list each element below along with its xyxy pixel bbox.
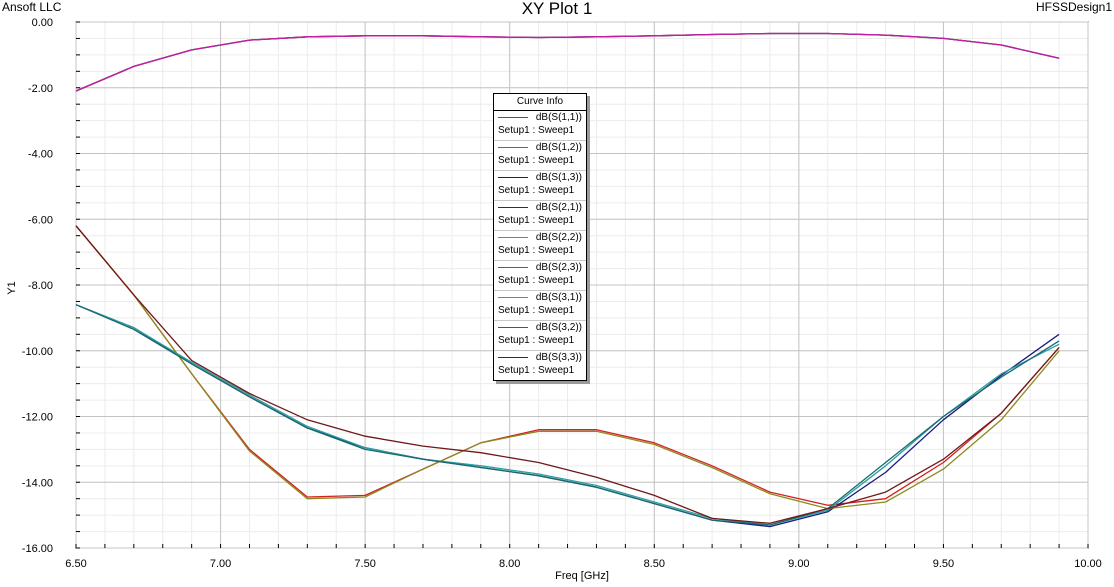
series-line-8: [75, 304, 1060, 526]
series-line-5: [75, 225, 1060, 510]
x-tick-label: 8.00: [499, 558, 520, 570]
design-name: HFSSDesign1: [1035, 0, 1112, 14]
legend-title: Curve Info: [494, 94, 586, 111]
legend-item[interactable]: dB(S(1,1)) Setup1 : Sweep1: [494, 111, 586, 141]
x-axis-label: Freq [GHz]: [555, 570, 609, 582]
legend-item[interactable]: dB(S(3,2)) Setup1 : Sweep1: [494, 321, 586, 351]
legend-swatch: [498, 117, 528, 118]
legend-series-name: dB(S(2,3)): [535, 262, 582, 273]
y-tick-label: -8.00: [28, 280, 53, 292]
x-tick-label: 9.00: [788, 558, 809, 570]
series-line-6: [75, 32, 1060, 92]
legend-series-name: dB(S(1,3)): [535, 172, 582, 183]
series-line-9: [75, 225, 1060, 524]
series-line-7: [75, 304, 1060, 526]
curve-info-legend[interactable]: Curve Info dB(S(1,1)) Setup1 : Sweep1 dB(S…: [493, 93, 587, 381]
y-axis-label: Y1: [6, 281, 18, 294]
legend-series-name: dB(S(3,1)): [535, 292, 582, 303]
legend-item[interactable]: dB(S(2,1)) Setup1 : Sweep1: [494, 201, 586, 231]
x-tick-labels: 6.50 7.00 7.50 8.00 8.50 9.00 9.50 10.00: [65, 558, 1101, 570]
plot-title: XY Plot 1: [521, 0, 593, 18]
x-tick-label: 9.50: [933, 558, 954, 570]
legend-series-setup: Setup1 : Sweep1: [498, 215, 575, 226]
legend-series-name: dB(S(1,2)): [535, 142, 582, 153]
legend-series-setup: Setup1 : Sweep1: [498, 305, 575, 316]
legend-swatch: [498, 297, 528, 298]
series-layer: [75, 32, 1060, 528]
legend-series-setup: Setup1 : Sweep1: [498, 155, 575, 166]
series-line-1: [75, 225, 1060, 506]
legend-series-name: dB(S(3,3)): [535, 352, 582, 363]
y-tick-label: -2.00: [28, 83, 53, 95]
legend-swatch: [498, 177, 528, 178]
legend-item[interactable]: dB(S(2,3)) Setup1 : Sweep1: [494, 261, 586, 291]
legend-series-name: dB(S(3,2)): [535, 322, 582, 333]
y-tick-labels: 0.00 -2.00 -4.00 -6.00 -8.00 -10.00 -12.00 -14.…: [22, 17, 53, 555]
legend-series-name: dB(S(2,1)): [535, 202, 582, 213]
y-tick-label: 0.00: [32, 17, 53, 29]
legend-series-setup: Setup1 : Sweep1: [498, 275, 575, 286]
legend-swatch: [498, 207, 528, 208]
legend-items: dB(S(1,1)) Setup1 : Sweep1 dB(S(1,2)) Setup…: [494, 111, 586, 380]
y-tick-label: -14.00: [22, 477, 53, 489]
x-tick-label: 7.00: [210, 558, 231, 570]
legend-item[interactable]: dB(S(3,1)) Setup1 : Sweep1: [494, 291, 586, 321]
legend-series-setup: Setup1 : Sweep1: [498, 125, 575, 136]
minor-ticks: [75, 21, 1089, 549]
legend-swatch: [498, 267, 528, 268]
x-tick-label: 8.50: [644, 558, 665, 570]
legend-item[interactable]: dB(S(3,3)) Setup1 : Sweep1: [494, 351, 586, 380]
x-tick-label: 6.50: [65, 558, 86, 570]
y-tick-label: -10.00: [22, 346, 53, 358]
x-tick-label: 10.00: [1074, 558, 1102, 570]
y-tick-label: -4.00: [28, 149, 53, 161]
legend-series-setup: Setup1 : Sweep1: [498, 245, 575, 256]
legend-swatch: [498, 237, 528, 238]
legend-item[interactable]: dB(S(2,2)) Setup1 : Sweep1: [494, 231, 586, 261]
legend-series-setup: Setup1 : Sweep1: [498, 185, 575, 196]
legend-swatch: [498, 357, 528, 358]
legend-series-setup: Setup1 : Sweep1: [498, 335, 575, 346]
legend-swatch: [498, 147, 528, 148]
y-tick-label: -6.00: [28, 214, 53, 226]
x-tick-label: 7.50: [354, 558, 375, 570]
y-tick-label: -16.00: [22, 543, 53, 555]
legend-swatch: [498, 327, 528, 328]
company-label: Ansoft LLC: [2, 0, 62, 14]
legend-item[interactable]: dB(S(1,2)) Setup1 : Sweep1: [494, 141, 586, 171]
y-tick-label: -12.00: [22, 412, 53, 424]
legend-item[interactable]: dB(S(1,3)) Setup1 : Sweep1: [494, 171, 586, 201]
legend-series-name: dB(S(2,2)): [535, 232, 582, 243]
legend-series-setup: Setup1 : Sweep1: [498, 365, 575, 376]
legend-series-name: dB(S(1,1)): [535, 112, 582, 123]
